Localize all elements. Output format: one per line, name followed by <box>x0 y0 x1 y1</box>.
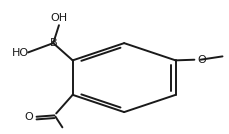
Text: B: B <box>49 38 57 48</box>
Text: OH: OH <box>50 13 67 23</box>
Text: O: O <box>24 112 33 122</box>
Text: HO: HO <box>11 48 29 58</box>
Text: O: O <box>196 55 205 65</box>
